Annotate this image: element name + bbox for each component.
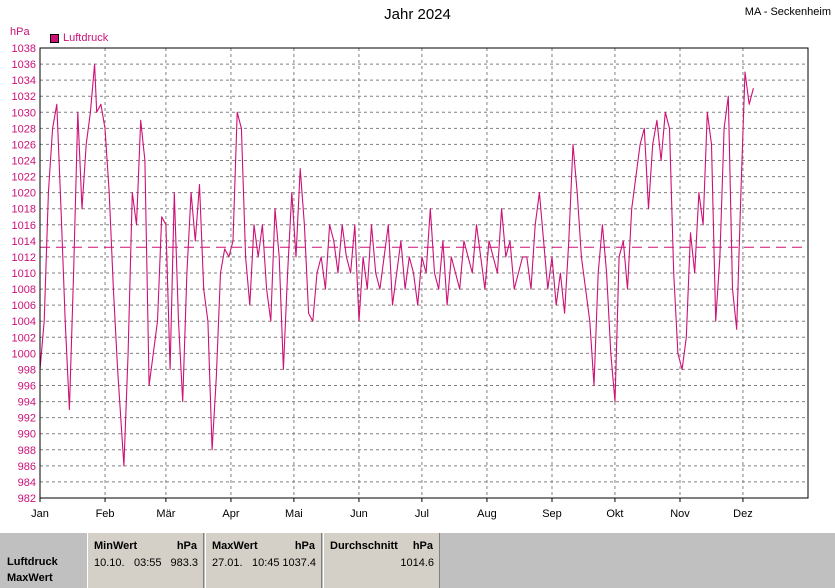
y-tick-label: 996: [18, 381, 36, 393]
average-cell: Durchschnitt hPa 1014.6: [323, 533, 440, 588]
legend-swatch: [50, 33, 59, 43]
series-layer: [39, 63, 754, 467]
min-unit: hPa: [176, 540, 197, 552]
legend-label: Luftdruck: [63, 32, 109, 44]
min-value: 983.3: [170, 557, 198, 569]
min-time: 03:55: [134, 557, 162, 569]
x-tick-label: Dez: [733, 508, 753, 520]
y-tick-label: 1020: [12, 188, 36, 200]
max-date: 27.01.: [212, 557, 243, 569]
min-cell: MinWert hPa 10.10. 03:55 983.3: [87, 533, 204, 588]
station-name: MA - Seckenheim: [744, 6, 831, 18]
y-tick-label: 986: [18, 461, 36, 473]
y-tick-label: 1022: [12, 172, 36, 184]
max-label: MaxWert: [212, 540, 258, 552]
y-tick-label: 1024: [12, 156, 36, 168]
y-tick-label: 1012: [12, 252, 36, 264]
min-label: MinWert: [94, 540, 138, 552]
x-tick-label: Nov: [670, 508, 690, 520]
x-tick-label: Jul: [415, 508, 429, 520]
avg-value: 1014.6: [400, 557, 434, 569]
x-tick-label: Jun: [350, 508, 368, 520]
x-tick-label: Jan: [31, 508, 49, 520]
y-tick-label: 984: [18, 477, 36, 489]
x-tick-label: Apr: [222, 508, 239, 520]
y-tick-label: 998: [18, 364, 36, 376]
y-tick-label: 982: [18, 493, 36, 505]
y-tick-label: 1032: [12, 91, 36, 103]
max-cell: MaxWert hPa 27.01. 10:45 1037.4: [205, 533, 322, 588]
series-luftdruck-line: [39, 63, 754, 467]
y-tick-label: 994: [18, 397, 36, 409]
x-tick-label: Okt: [606, 508, 623, 520]
avg-label: Durchschnitt: [330, 540, 398, 552]
y-tick-label: 1028: [12, 123, 36, 135]
legend: Luftdruck: [50, 32, 108, 44]
max-value: 1037.4: [282, 557, 316, 569]
x-tick-label: Sep: [542, 508, 562, 520]
y-tick-label: 988: [18, 445, 36, 457]
y-tick-label: 1002: [12, 332, 36, 344]
y-tick-label: 1014: [12, 236, 36, 248]
chart-title: Jahr 2024: [384, 6, 451, 23]
y-tick-label: 1006: [12, 300, 36, 312]
y-tick-labels: 982 984 986 988 990 992 994 996 998 1000 1002 1004 1…: [12, 43, 36, 505]
x-tick-label: Mär: [156, 508, 175, 520]
min-date: 10.10.: [94, 557, 125, 569]
grid: [39, 47, 808, 502]
y-tick-label: 1038: [12, 43, 36, 55]
statistics-footer: Luftdruck MaxWert MinWert hPa 10.10. 03:…: [0, 533, 835, 588]
y-tick-label: 1008: [12, 284, 36, 296]
y-tick-label: 1010: [12, 268, 36, 280]
y-tick-label: 1018: [12, 204, 36, 216]
x-tick-label: Feb: [96, 508, 115, 520]
y-tick-label: 990: [18, 429, 36, 441]
y-axis-unit: hPa: [10, 26, 30, 38]
y-tick-label: 1030: [12, 107, 36, 119]
row-label-maxwert: MaxWert: [7, 572, 53, 584]
max-unit: hPa: [294, 540, 315, 552]
plot-frame: [39, 47, 809, 499]
avg-unit: hPa: [412, 540, 433, 552]
x-tick-labels: Jan Feb Mär Apr Mai Jun Jul Aug Sep Okt Nov Dez: [31, 508, 753, 520]
pressure-chart: 982 984 986 988 990 992 994 996 998 1000 1002 1004 1…: [12, 43, 809, 520]
y-tick-label: 1004: [12, 316, 36, 328]
y-tick-label: 1026: [12, 139, 36, 151]
y-tick-label: 1016: [12, 220, 36, 232]
y-tick-label: 1036: [12, 59, 36, 71]
y-tick-label: 1000: [12, 348, 36, 360]
x-tick-label: Aug: [477, 508, 497, 520]
max-time: 10:45: [252, 557, 280, 569]
y-tick-label: 992: [18, 413, 36, 425]
row-label-luftdruck: Luftdruck: [7, 556, 58, 568]
x-tick-label: Mai: [285, 508, 303, 520]
y-tick-label: 1034: [12, 75, 36, 87]
